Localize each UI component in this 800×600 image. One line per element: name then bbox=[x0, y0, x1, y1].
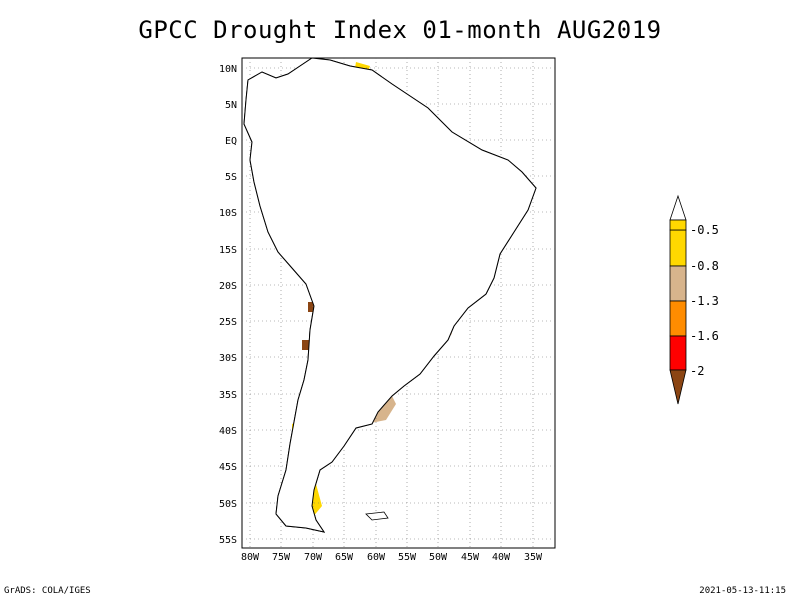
lat-tick: 25S bbox=[219, 317, 237, 328]
lon-tick: 40W bbox=[492, 552, 511, 563]
falkland-islands bbox=[365, 511, 389, 521]
legend-swatch-extreme bbox=[669, 335, 687, 371]
lon-tick: 35W bbox=[524, 552, 543, 563]
legend-swatch-mild bbox=[669, 229, 687, 267]
latitude-ticks: 10N 5N EQ 5S 10S 15S 20S 25S 30S 35S 40S… bbox=[219, 64, 237, 546]
legend-swatch-none bbox=[669, 194, 687, 221]
legend-label: -0.5 bbox=[690, 223, 719, 237]
legend-swatch-moderate bbox=[669, 265, 687, 302]
colorbar-legend: -0.5 -0.8 -1.3 -1.6 -2 bbox=[669, 194, 719, 405]
legend-label: -2 bbox=[690, 364, 704, 378]
lat-tick: 30S bbox=[219, 353, 237, 364]
footer-credit: GrADS: COLA/IGES bbox=[4, 586, 91, 596]
lat-tick: 40S bbox=[219, 426, 237, 437]
lon-tick: 50W bbox=[429, 552, 448, 563]
lat-tick: 20S bbox=[219, 281, 237, 292]
lat-tick: 45S bbox=[219, 462, 237, 473]
lat-tick: EQ bbox=[225, 136, 237, 147]
lat-tick: 10N bbox=[219, 64, 237, 75]
legend-swatch-severe bbox=[669, 300, 687, 337]
legend-swatch-exceptional bbox=[669, 369, 687, 405]
footer-timestamp: 2021-05-13-11:15 bbox=[699, 586, 786, 596]
legend-label: -1.6 bbox=[690, 329, 719, 343]
lat-tick: 15S bbox=[219, 245, 237, 256]
lat-tick: 5S bbox=[225, 172, 237, 183]
lon-tick: 55W bbox=[398, 552, 417, 563]
legend-label: -0.8 bbox=[690, 259, 719, 273]
lat-tick: 10S bbox=[219, 208, 237, 219]
lon-tick: 80W bbox=[241, 552, 260, 563]
lon-tick: 60W bbox=[367, 552, 386, 563]
legend-swatch-mild-upper bbox=[669, 219, 687, 231]
lon-tick: 65W bbox=[335, 552, 354, 563]
map-title: GPCC Drought Index 01-month AUG2019 bbox=[138, 16, 662, 44]
lat-tick: 35S bbox=[219, 390, 237, 401]
lon-tick: 45W bbox=[461, 552, 480, 563]
legend-label: -1.3 bbox=[690, 294, 719, 308]
lat-tick: 5N bbox=[225, 100, 237, 111]
longitude-ticks: 80W 75W 70W 65W 60W 55W 50W 45W 40W 35W bbox=[241, 552, 543, 563]
lon-tick: 70W bbox=[304, 552, 323, 563]
lon-tick: 75W bbox=[272, 552, 291, 563]
lat-tick: 50S bbox=[219, 499, 237, 510]
lat-tick: 55S bbox=[219, 535, 237, 546]
